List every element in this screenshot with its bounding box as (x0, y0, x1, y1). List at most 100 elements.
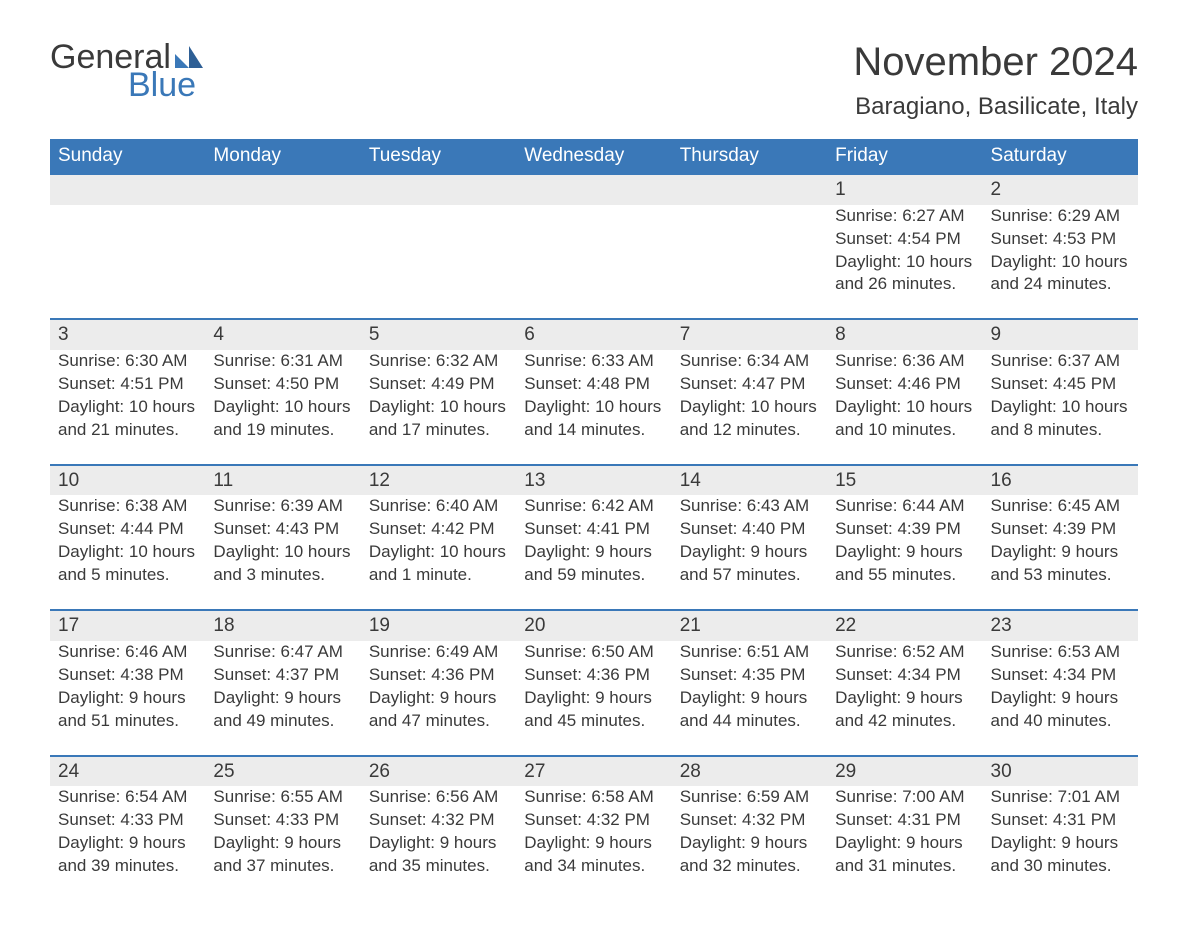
daylight-line: Daylight: 10 hours and 26 minutes. (835, 251, 974, 297)
daylight-line: Daylight: 9 hours and 57 minutes. (680, 541, 819, 587)
daylight-line: Daylight: 9 hours and 30 minutes. (991, 832, 1130, 878)
sunrise-line: Sunrise: 6:27 AM (835, 205, 974, 228)
sunset-line: Sunset: 4:37 PM (213, 664, 352, 687)
weekday-header: Monday (205, 139, 360, 174)
day-number: 7 (672, 319, 827, 350)
sunrise-line: Sunrise: 6:30 AM (58, 350, 197, 373)
daylight-line: Daylight: 9 hours and 53 minutes. (991, 541, 1130, 587)
daynum-row: 10111213141516 (50, 465, 1138, 496)
weekday-header: Friday (827, 139, 982, 174)
sunset-line: Sunset: 4:40 PM (680, 518, 819, 541)
sunrise-line: Sunrise: 7:01 AM (991, 786, 1130, 809)
day-cell: Sunrise: 6:30 AMSunset: 4:51 PMDaylight:… (50, 350, 205, 465)
day-number: 1 (827, 174, 982, 205)
sunrise-line: Sunrise: 6:32 AM (369, 350, 508, 373)
day-number: 2 (983, 174, 1138, 205)
daylight-line: Daylight: 9 hours and 51 minutes. (58, 687, 197, 733)
sunset-line: Sunset: 4:48 PM (524, 373, 663, 396)
day-cell: Sunrise: 6:32 AMSunset: 4:49 PMDaylight:… (361, 350, 516, 465)
day-number: 10 (50, 465, 205, 496)
weekday-header: Tuesday (361, 139, 516, 174)
sunset-line: Sunset: 4:53 PM (991, 228, 1130, 251)
sunrise-line: Sunrise: 6:36 AM (835, 350, 974, 373)
title-block: November 2024 Baragiano, Basilicate, Ita… (853, 40, 1138, 121)
daylight-line: Daylight: 9 hours and 37 minutes. (213, 832, 352, 878)
day-cell: Sunrise: 6:44 AMSunset: 4:39 PMDaylight:… (827, 495, 982, 610)
day-number: 3 (50, 319, 205, 350)
daylight-line: Daylight: 10 hours and 8 minutes. (991, 396, 1130, 442)
sunset-line: Sunset: 4:45 PM (991, 373, 1130, 396)
day-number: 26 (361, 756, 516, 787)
logo-word-blue: Blue (128, 68, 203, 102)
content-row: Sunrise: 6:46 AMSunset: 4:38 PMDaylight:… (50, 641, 1138, 756)
sunset-line: Sunset: 4:36 PM (524, 664, 663, 687)
sunrise-line: Sunrise: 6:54 AM (58, 786, 197, 809)
sunrise-line: Sunrise: 6:37 AM (991, 350, 1130, 373)
daylight-line: Daylight: 9 hours and 40 minutes. (991, 687, 1130, 733)
page-header: General Blue November 2024 Baragiano, Ba… (50, 40, 1138, 121)
empty-cell (50, 174, 205, 205)
sunrise-line: Sunrise: 6:49 AM (369, 641, 508, 664)
day-number: 20 (516, 610, 671, 641)
location-subtitle: Baragiano, Basilicate, Italy (853, 93, 1138, 121)
sunrise-line: Sunrise: 6:43 AM (680, 495, 819, 518)
day-cell: Sunrise: 6:45 AMSunset: 4:39 PMDaylight:… (983, 495, 1138, 610)
sunset-line: Sunset: 4:31 PM (835, 809, 974, 832)
logo: General Blue (50, 40, 203, 102)
sunrise-line: Sunrise: 6:46 AM (58, 641, 197, 664)
weekday-header-row: SundayMondayTuesdayWednesdayThursdayFrid… (50, 139, 1138, 174)
day-number: 11 (205, 465, 360, 496)
daylight-line: Daylight: 9 hours and 49 minutes. (213, 687, 352, 733)
daylight-line: Daylight: 10 hours and 24 minutes. (991, 251, 1130, 297)
sunrise-line: Sunrise: 6:58 AM (524, 786, 663, 809)
sunrise-line: Sunrise: 6:51 AM (680, 641, 819, 664)
daylight-line: Daylight: 9 hours and 44 minutes. (680, 687, 819, 733)
sunrise-line: Sunrise: 6:42 AM (524, 495, 663, 518)
day-cell: Sunrise: 6:38 AMSunset: 4:44 PMDaylight:… (50, 495, 205, 610)
sunset-line: Sunset: 4:39 PM (991, 518, 1130, 541)
sunrise-line: Sunrise: 6:39 AM (213, 495, 352, 518)
day-cell: Sunrise: 6:31 AMSunset: 4:50 PMDaylight:… (205, 350, 360, 465)
sunrise-line: Sunrise: 6:44 AM (835, 495, 974, 518)
day-number: 9 (983, 319, 1138, 350)
flag-icon (175, 46, 203, 68)
empty-cell (361, 174, 516, 205)
day-number: 15 (827, 465, 982, 496)
daylight-line: Daylight: 9 hours and 47 minutes. (369, 687, 508, 733)
empty-cell (361, 205, 516, 320)
content-row: Sunrise: 6:27 AMSunset: 4:54 PMDaylight:… (50, 205, 1138, 320)
weekday-header: Sunday (50, 139, 205, 174)
daynum-row: 12 (50, 174, 1138, 205)
empty-cell (205, 205, 360, 320)
day-cell: Sunrise: 6:58 AMSunset: 4:32 PMDaylight:… (516, 786, 671, 900)
daylight-line: Daylight: 9 hours and 32 minutes. (680, 832, 819, 878)
day-number: 14 (672, 465, 827, 496)
sunset-line: Sunset: 4:33 PM (58, 809, 197, 832)
day-cell: Sunrise: 6:43 AMSunset: 4:40 PMDaylight:… (672, 495, 827, 610)
sunset-line: Sunset: 4:39 PM (835, 518, 974, 541)
content-row: Sunrise: 6:38 AMSunset: 4:44 PMDaylight:… (50, 495, 1138, 610)
sunset-line: Sunset: 4:33 PM (213, 809, 352, 832)
day-number: 16 (983, 465, 1138, 496)
daylight-line: Daylight: 10 hours and 12 minutes. (680, 396, 819, 442)
day-cell: Sunrise: 6:39 AMSunset: 4:43 PMDaylight:… (205, 495, 360, 610)
sunset-line: Sunset: 4:35 PM (680, 664, 819, 687)
sunrise-line: Sunrise: 6:59 AM (680, 786, 819, 809)
weekday-header: Wednesday (516, 139, 671, 174)
daylight-line: Daylight: 9 hours and 45 minutes. (524, 687, 663, 733)
day-cell: Sunrise: 6:51 AMSunset: 4:35 PMDaylight:… (672, 641, 827, 756)
day-cell: Sunrise: 6:53 AMSunset: 4:34 PMDaylight:… (983, 641, 1138, 756)
day-cell: Sunrise: 6:29 AMSunset: 4:53 PMDaylight:… (983, 205, 1138, 320)
day-number: 8 (827, 319, 982, 350)
empty-cell (672, 205, 827, 320)
day-number: 12 (361, 465, 516, 496)
sunrise-line: Sunrise: 6:34 AM (680, 350, 819, 373)
sunset-line: Sunset: 4:42 PM (369, 518, 508, 541)
day-cell: Sunrise: 6:27 AMSunset: 4:54 PMDaylight:… (827, 205, 982, 320)
daylight-line: Daylight: 10 hours and 21 minutes. (58, 396, 197, 442)
weekday-header: Thursday (672, 139, 827, 174)
sunrise-line: Sunrise: 6:38 AM (58, 495, 197, 518)
day-number: 17 (50, 610, 205, 641)
calendar-table: SundayMondayTuesdayWednesdayThursdayFrid… (50, 139, 1138, 900)
daylight-line: Daylight: 10 hours and 14 minutes. (524, 396, 663, 442)
